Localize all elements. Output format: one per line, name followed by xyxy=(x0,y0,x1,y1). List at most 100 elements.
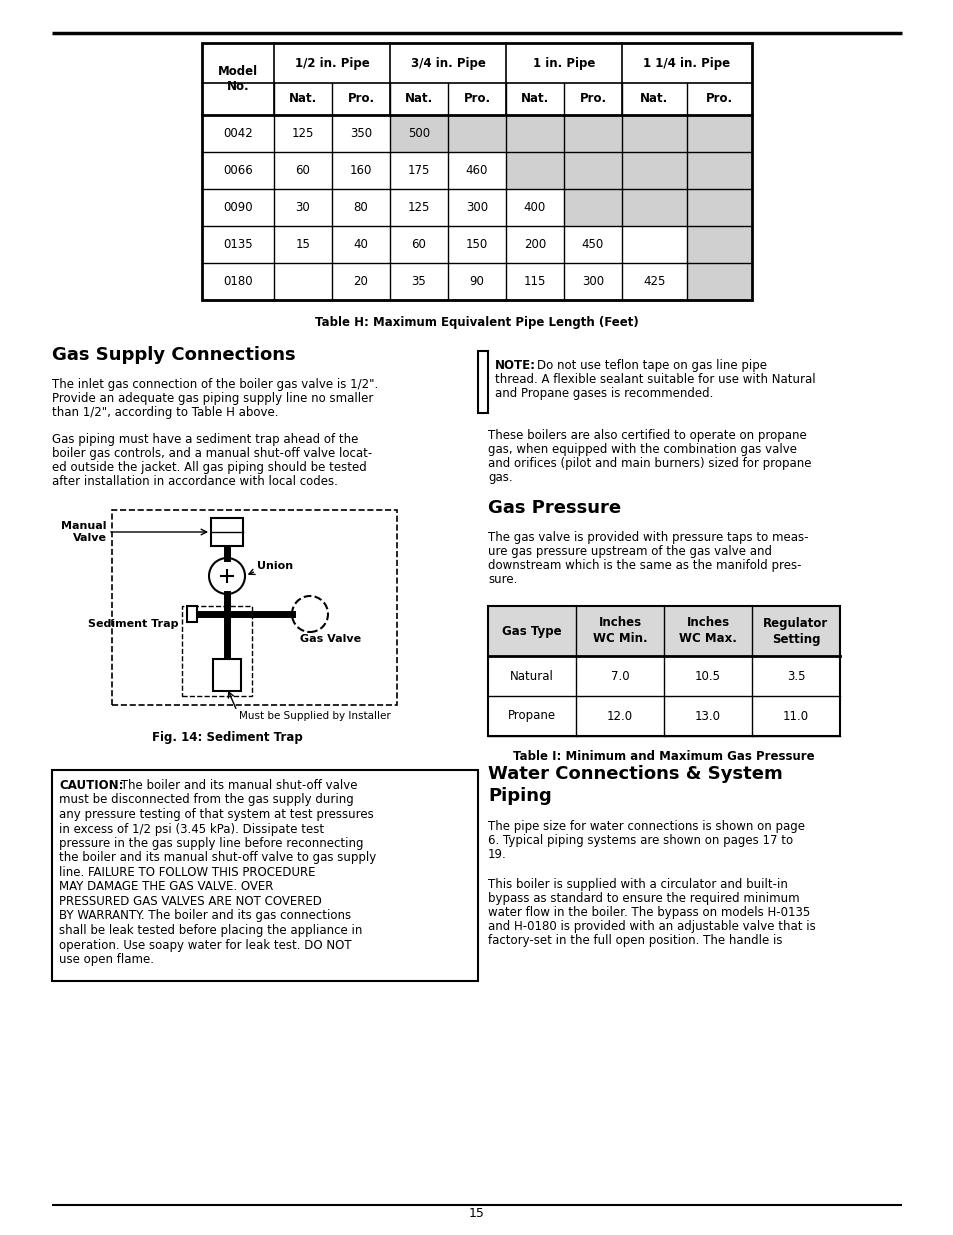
Bar xyxy=(211,517,243,546)
Text: 300: 300 xyxy=(465,201,488,214)
Text: 3.5: 3.5 xyxy=(786,669,804,683)
Text: 1 in. Pipe: 1 in. Pipe xyxy=(533,57,595,69)
Bar xyxy=(182,606,252,697)
Text: use open flame.: use open flame. xyxy=(59,953,153,966)
Text: 15: 15 xyxy=(295,238,310,251)
Text: BY WARRANTY. The boiler and its gas connections: BY WARRANTY. The boiler and its gas conn… xyxy=(59,909,351,923)
Text: 90: 90 xyxy=(469,275,484,288)
Text: 11.0: 11.0 xyxy=(782,709,808,722)
Text: shall be leak tested before placing the appliance in: shall be leak tested before placing the … xyxy=(59,924,362,937)
Bar xyxy=(563,152,621,189)
Text: MAY DAMAGE THE GAS VALVE. OVER: MAY DAMAGE THE GAS VALVE. OVER xyxy=(59,881,274,893)
Text: and orifices (pilot and main burners) sized for propane: and orifices (pilot and main burners) si… xyxy=(488,457,811,471)
Text: 80: 80 xyxy=(354,201,368,214)
Bar xyxy=(390,115,448,152)
Text: 1/2 in. Pipe: 1/2 in. Pipe xyxy=(294,57,369,69)
Text: 1 1/4 in. Pipe: 1 1/4 in. Pipe xyxy=(642,57,730,69)
Text: 12.0: 12.0 xyxy=(606,709,633,722)
Text: These boilers are also certified to operate on propane: These boilers are also certified to oper… xyxy=(488,429,806,442)
Text: Gas Type: Gas Type xyxy=(501,625,561,637)
Text: 400: 400 xyxy=(523,201,545,214)
Text: NOTE:: NOTE: xyxy=(495,359,536,372)
Bar xyxy=(621,152,686,189)
Text: Must be Supplied by Installer: Must be Supplied by Installer xyxy=(239,711,391,721)
Text: 6. Typical piping systems are shown on pages 17 to: 6. Typical piping systems are shown on p… xyxy=(488,834,792,847)
Text: Gas piping must have a sediment trap ahead of the: Gas piping must have a sediment trap ahe… xyxy=(52,433,358,446)
Text: Table H: Maximum Equivalent Pipe Length (Feet): Table H: Maximum Equivalent Pipe Length … xyxy=(314,316,639,329)
Text: 7.0: 7.0 xyxy=(610,669,629,683)
Text: Water Connections & System: Water Connections & System xyxy=(488,764,781,783)
Bar xyxy=(505,115,563,152)
Bar xyxy=(686,189,751,226)
Bar xyxy=(505,152,563,189)
Text: 500: 500 xyxy=(408,127,430,140)
Text: Gas Pressure: Gas Pressure xyxy=(488,499,620,517)
Text: 20: 20 xyxy=(354,275,368,288)
Text: Propane: Propane xyxy=(507,709,556,722)
Bar xyxy=(52,769,477,981)
Text: This boiler is supplied with a circulator and built-in: This boiler is supplied with a circulato… xyxy=(488,878,787,890)
Text: Regulator
Setting: Regulator Setting xyxy=(762,616,828,646)
Text: 150: 150 xyxy=(465,238,488,251)
Text: ed outside the jacket. All gas piping should be tested: ed outside the jacket. All gas piping sh… xyxy=(52,461,366,474)
Text: 200: 200 xyxy=(523,238,545,251)
Text: sure.: sure. xyxy=(488,573,517,585)
Bar xyxy=(563,189,621,226)
Text: 450: 450 xyxy=(581,238,603,251)
Text: operation. Use soapy water for leak test. DO NOT: operation. Use soapy water for leak test… xyxy=(59,939,352,951)
Bar xyxy=(621,189,686,226)
Bar xyxy=(488,606,840,736)
Text: 175: 175 xyxy=(407,164,430,177)
Text: 0090: 0090 xyxy=(223,201,253,214)
Text: Pro.: Pro. xyxy=(705,93,732,105)
Text: Table I: Minimum and Maximum Gas Pressure: Table I: Minimum and Maximum Gas Pressur… xyxy=(513,750,814,763)
Text: gas, when equipped with the combination gas valve: gas, when equipped with the combination … xyxy=(488,443,796,456)
Text: Provide an adequate gas piping supply line no smaller: Provide an adequate gas piping supply li… xyxy=(52,391,373,405)
Bar xyxy=(213,659,241,692)
Bar xyxy=(621,115,686,152)
Text: 0180: 0180 xyxy=(223,275,253,288)
Text: boiler gas controls, and a manual shut-off valve locat-: boiler gas controls, and a manual shut-o… xyxy=(52,447,372,459)
Text: line. FAILURE TO FOLLOW THIS PROCEDURE: line. FAILURE TO FOLLOW THIS PROCEDURE xyxy=(59,866,315,879)
Text: 300: 300 xyxy=(581,275,603,288)
Text: The boiler and its manual shut-off valve: The boiler and its manual shut-off valve xyxy=(117,779,357,792)
Text: than 1/2", according to Table H above.: than 1/2", according to Table H above. xyxy=(52,406,278,419)
Bar xyxy=(686,152,751,189)
Text: Sediment Trap: Sediment Trap xyxy=(89,619,179,629)
Text: 10.5: 10.5 xyxy=(695,669,720,683)
Text: and Propane gases is recommended.: and Propane gases is recommended. xyxy=(495,387,713,400)
Text: Natural: Natural xyxy=(510,669,554,683)
Text: CAUTION:: CAUTION: xyxy=(59,779,123,792)
Text: any pressure testing of that system at test pressures: any pressure testing of that system at t… xyxy=(59,808,374,821)
Text: Nat.: Nat. xyxy=(404,93,433,105)
Text: Fig. 14: Sediment Trap: Fig. 14: Sediment Trap xyxy=(152,731,302,743)
Text: 0135: 0135 xyxy=(223,238,253,251)
Text: Piping: Piping xyxy=(488,787,551,805)
Bar xyxy=(202,43,751,300)
Text: Do not use teflon tape on gas line pipe: Do not use teflon tape on gas line pipe xyxy=(537,359,766,372)
Text: 35: 35 xyxy=(411,275,426,288)
Text: in excess of 1/2 psi (3.45 kPa). Dissipate test: in excess of 1/2 psi (3.45 kPa). Dissipa… xyxy=(59,823,324,836)
Text: Model
No.: Model No. xyxy=(217,65,258,93)
Text: Nat.: Nat. xyxy=(520,93,549,105)
Text: The pipe size for water connections is shown on page: The pipe size for water connections is s… xyxy=(488,820,804,832)
Text: 115: 115 xyxy=(523,275,546,288)
Text: 60: 60 xyxy=(295,164,310,177)
Text: Gas Valve: Gas Valve xyxy=(299,634,361,643)
Bar xyxy=(686,115,751,152)
Text: Pro.: Pro. xyxy=(347,93,375,105)
Text: 3/4 in. Pipe: 3/4 in. Pipe xyxy=(410,57,485,69)
Text: 425: 425 xyxy=(642,275,665,288)
Text: must be disconnected from the gas supply during: must be disconnected from the gas supply… xyxy=(59,794,354,806)
Text: Inches
WC Min.: Inches WC Min. xyxy=(592,616,647,646)
Text: 13.0: 13.0 xyxy=(695,709,720,722)
Text: Inches
WC Max.: Inches WC Max. xyxy=(679,616,736,646)
Text: downstream which is the same as the manifold pres-: downstream which is the same as the mani… xyxy=(488,559,801,572)
Text: 19.: 19. xyxy=(488,848,506,861)
Text: The inlet gas connection of the boiler gas valve is 1/2".: The inlet gas connection of the boiler g… xyxy=(52,378,377,391)
Bar xyxy=(686,263,751,300)
Text: 460: 460 xyxy=(465,164,488,177)
Text: 125: 125 xyxy=(407,201,430,214)
Text: Nat.: Nat. xyxy=(289,93,316,105)
Text: Gas Supply Connections: Gas Supply Connections xyxy=(52,346,295,364)
